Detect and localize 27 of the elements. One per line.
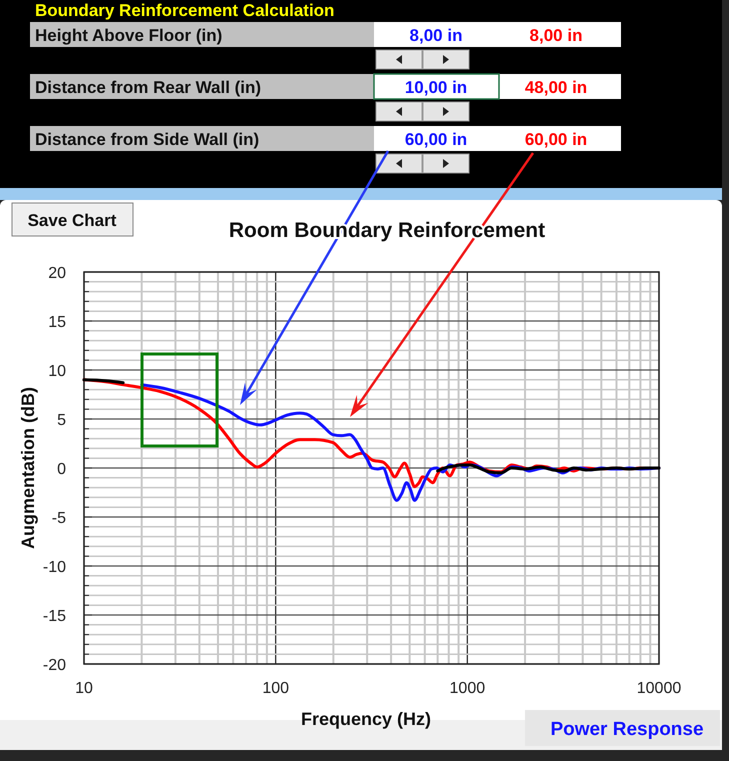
text: Height Above Floor (in) <box>35 26 222 45</box>
y-tick-label: 20 <box>48 265 66 282</box>
y-tick-label: -15 <box>42 608 66 625</box>
y-tick-label: 5 <box>57 412 66 429</box>
text: Distance from Side Wall (in) <box>35 130 260 149</box>
y-tick-label: -20 <box>42 657 66 674</box>
text: 48,00 in <box>524 78 588 97</box>
text: 10,00 in <box>404 78 468 97</box>
text: Save Chart <box>28 211 117 230</box>
y-tick-label: 0 <box>57 461 66 478</box>
y-tick-label: -5 <box>52 510 66 527</box>
text: 60,00 in <box>404 130 468 149</box>
x-tick-label: 10000 <box>636 680 682 697</box>
x-tick-label: 10 <box>75 680 93 697</box>
y-axis-title: Augmentation (dB) <box>18 387 38 549</box>
x-tick-label: 100 <box>262 680 290 697</box>
text: 60,00 in <box>524 130 588 149</box>
text: Distance from Rear Wall (in) <box>35 78 262 97</box>
y-tick-label: 15 <box>48 314 66 331</box>
text: Power Response <box>550 719 704 740</box>
x-axis-title: Frequency (Hz) <box>300 709 432 729</box>
text: 8,00 in <box>530 26 582 45</box>
y-tick-label: 10 <box>48 363 66 380</box>
x-tick-label: 1000 <box>450 680 486 697</box>
text: Boundary Reinforcement Calculation <box>35 1 334 20</box>
text: 8,00 in <box>410 26 462 45</box>
y-tick-label: -10 <box>42 559 66 576</box>
